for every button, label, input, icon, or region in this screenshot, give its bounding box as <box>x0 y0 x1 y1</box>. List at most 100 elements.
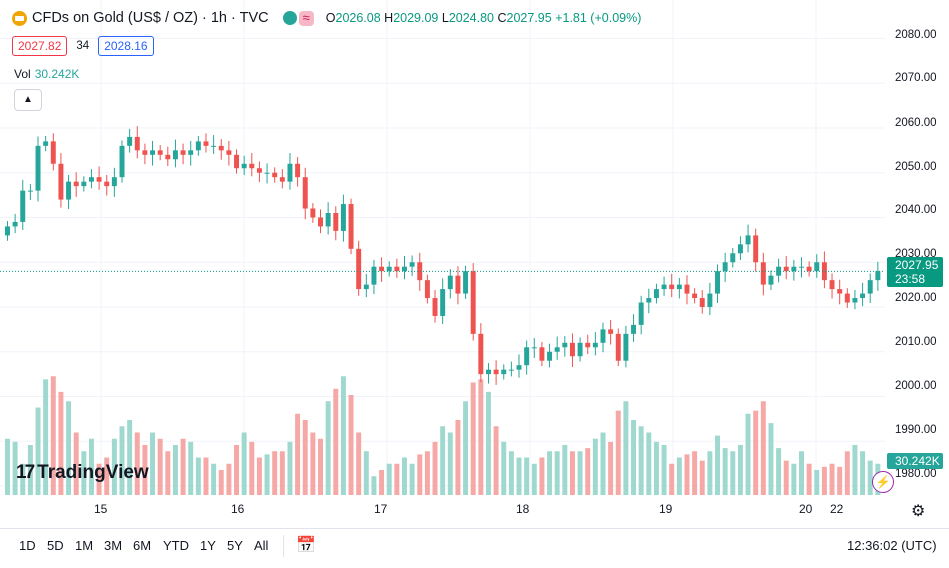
candle-body <box>325 213 331 227</box>
volume-bar <box>66 401 72 495</box>
candle-body <box>234 154 240 169</box>
volume-bar <box>478 379 484 495</box>
bid-price-button[interactable]: 2027.82 <box>12 36 68 56</box>
candle-body <box>470 271 476 334</box>
volume-bar <box>127 420 133 495</box>
range-button-6m[interactable]: 6M <box>133 538 152 553</box>
volume-bar <box>684 454 690 495</box>
gear-icon[interactable]: ⚙ <box>911 503 926 520</box>
volume-bar <box>585 448 591 495</box>
time-tick: 16 <box>231 502 245 516</box>
candle-body <box>608 329 614 334</box>
volume-bar <box>760 401 766 495</box>
symbol-title[interactable]: CFDs on Gold (US$ / OZ) · 1h · TVC <box>32 10 269 26</box>
range-button-1y[interactable]: 1Y <box>200 538 216 553</box>
volume-label: Vol <box>14 67 31 81</box>
close-value: 2027.95 <box>506 11 552 25</box>
tradingview-logo[interactable]: 17 TradingView <box>16 462 149 484</box>
candle-body <box>211 145 217 147</box>
candle-body <box>745 235 751 245</box>
candle-body <box>638 302 644 325</box>
range-button-1m[interactable]: 1M <box>75 538 94 553</box>
range-button-1d[interactable]: 1D <box>19 538 36 553</box>
volume-bar <box>440 426 446 495</box>
volume-bar <box>753 410 759 495</box>
candle-body <box>592 342 598 348</box>
volume-bar <box>470 382 476 495</box>
volume-bar <box>692 451 698 495</box>
volume-bar <box>386 463 392 495</box>
volume-bar <box>501 441 507 495</box>
volume-bar <box>867 460 873 495</box>
candle-body <box>615 333 621 361</box>
volume-bar <box>783 460 789 495</box>
range-button-all[interactable]: All <box>254 538 269 553</box>
volume-bar <box>356 432 362 495</box>
candle-body <box>424 280 430 299</box>
volume-legend: Vol 30.242K <box>14 67 79 81</box>
candle-body <box>463 271 469 294</box>
volume-bar <box>516 457 522 495</box>
volume-bar <box>12 441 18 495</box>
chart-area[interactable] <box>0 0 885 495</box>
volume-bar <box>218 470 224 495</box>
volume-bar <box>791 463 797 495</box>
collapse-legend-button[interactable]: ▲ <box>14 89 42 111</box>
candle-body <box>134 136 140 151</box>
range-button-ytd[interactable]: YTD <box>163 538 189 553</box>
candle-body <box>722 262 728 272</box>
candle-body <box>409 262 415 267</box>
candle-body <box>577 342 583 357</box>
candle-body <box>150 150 156 155</box>
candle-body <box>669 284 675 290</box>
candle-body <box>295 163 301 178</box>
candle-body <box>279 177 285 182</box>
volume-bar <box>295 413 301 495</box>
candle-body <box>753 235 759 263</box>
candle-body <box>27 190 33 192</box>
volume-bar <box>562 445 568 495</box>
candle-body <box>585 342 591 348</box>
candle-body <box>539 347 545 361</box>
volume-bar <box>592 438 598 495</box>
volume-bar <box>860 451 866 495</box>
price-axis[interactable]: 2080.00 2070.00 2060.00 2050.00 2040.00 2030.… <box>885 0 949 495</box>
market-open-dot-icon <box>282 11 297 25</box>
volume-bar <box>157 438 163 495</box>
volume-bar <box>310 432 316 495</box>
lightning-icon[interactable]: ⚡ <box>872 471 894 493</box>
volume-bar <box>172 445 178 495</box>
calendar-icon[interactable]: 📅 <box>296 537 316 554</box>
price-tick: 2080.00 <box>895 29 937 41</box>
volume-bar <box>844 451 850 495</box>
price-tick: 1980.00 <box>895 468 937 480</box>
range-button-3m[interactable]: 3M <box>104 538 123 553</box>
candle-body <box>547 351 553 361</box>
chevron-up-icon: ▲ <box>23 94 33 105</box>
volume-bar <box>463 401 469 495</box>
candle-body <box>844 293 850 303</box>
candle-body <box>860 293 866 299</box>
candle-body <box>66 181 72 200</box>
candle-body <box>699 298 705 307</box>
utc-clock[interactable]: 12:36:02 (UTC) <box>847 538 937 553</box>
candle-body <box>386 266 392 272</box>
candle-body <box>516 365 522 370</box>
approx-pill[interactable]: ≈ <box>298 10 314 26</box>
volume-bar <box>508 451 514 495</box>
volume-bar <box>768 423 774 495</box>
gold-symbol-icon <box>12 10 27 26</box>
candle-body <box>218 145 224 151</box>
volume-bar <box>272 451 278 495</box>
tradingview-mark-icon: 17 <box>16 462 35 483</box>
range-button-5y[interactable]: 5Y <box>227 538 243 553</box>
ask-price-button[interactable]: 2028.16 <box>98 36 154 56</box>
toolbar-divider <box>283 535 284 557</box>
range-button-5d[interactable]: 5D <box>47 538 64 553</box>
volume-bar <box>165 451 171 495</box>
open-value: 2026.08 <box>335 11 381 25</box>
volume-bar <box>776 448 782 495</box>
candle-body <box>58 163 64 200</box>
volume-bar <box>699 460 705 495</box>
volume-bar <box>493 426 499 495</box>
